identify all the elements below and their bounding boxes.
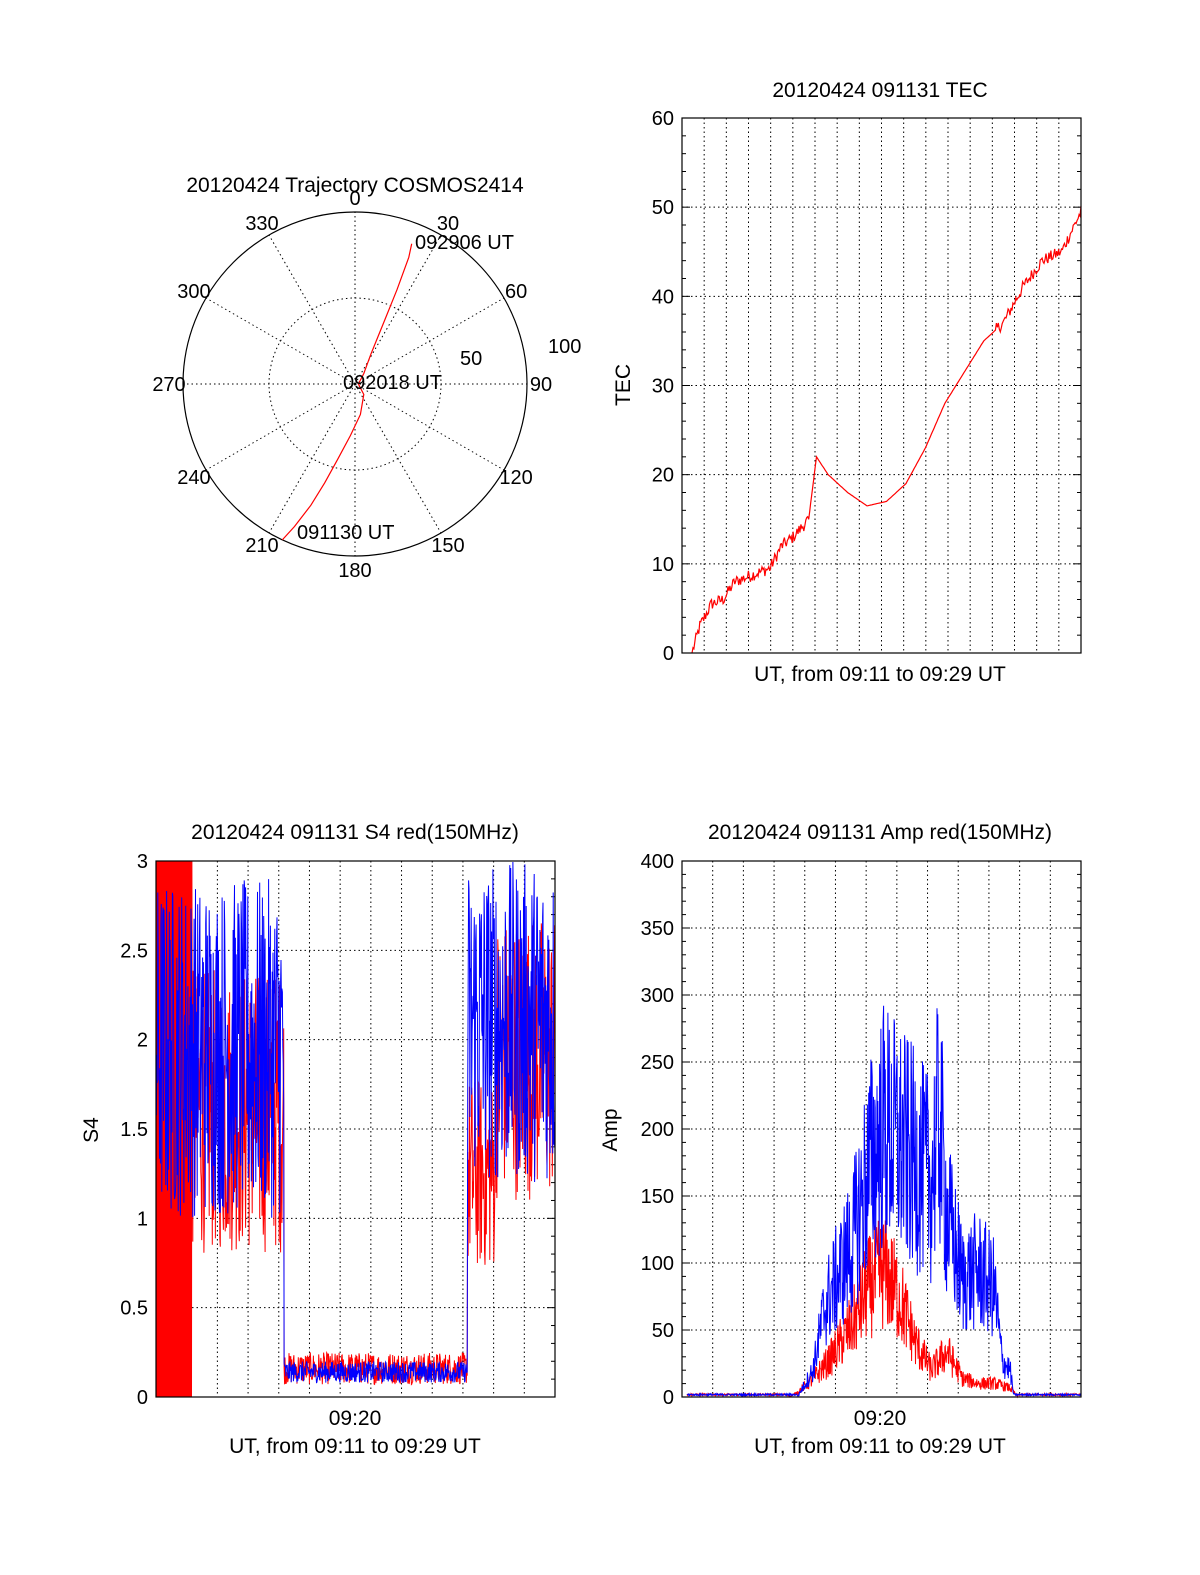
polar-azimuth-label-90: 90 <box>530 374 552 396</box>
polar-azimuth-label-270: 270 <box>152 374 185 396</box>
polar-azimuth-labels: 0 30 60 90 120 150 180 210 240 270 300 330 <box>152 188 552 582</box>
amp-ytick-label-400: 400 <box>641 851 674 873</box>
polar-title: 20120424 Trajectory COSMOS2414 <box>186 174 524 197</box>
amp-ytick-label-200: 200 <box>641 1119 674 1141</box>
trajectory-polar-chart: 20120424 Trajectory COSMOS2414 0 30 60 90 12… <box>152 174 581 582</box>
tec-chart: 20120424 091131 TEC 0 10 20 30 40 50 60 UT, fr… <box>612 79 1082 686</box>
amp-ytick-label-150: 150 <box>641 1186 674 1208</box>
tec-grid <box>682 117 1081 654</box>
amp-ytick-label-0: 0 <box>663 1387 674 1409</box>
s4-chart: 20120424 091131 S4 red(150MHz) 0 0.5 1 1.5 2… <box>80 821 556 1458</box>
polar-spoke-330 <box>268 234 356 385</box>
amp-y-axis-label: Amp <box>599 1108 622 1151</box>
tec-y-axis-label: TEC <box>612 364 635 406</box>
s4-x-tick-label: 09:20 <box>329 1407 382 1430</box>
tec-y-tick-labels: 0 10 20 30 40 50 60 <box>652 108 674 665</box>
polar-trajectory-line <box>281 243 413 541</box>
polar-azimuth-label-180: 180 <box>338 560 371 582</box>
tec-ytick-label-0: 0 <box>663 643 674 665</box>
polar-azimuth-label-120: 120 <box>499 467 532 489</box>
amp-plot-frame <box>681 860 1082 1398</box>
amp-x-tick-label: 09:20 <box>854 1407 907 1430</box>
tec-x-axis-label: UT, from 09:11 to 09:29 UT <box>754 663 1006 686</box>
s4-ytick-label-0.5: 0.5 <box>120 1298 148 1320</box>
polar-spoke-300 <box>205 297 356 385</box>
amp-x-axis-label: UT, from 09:11 to 09:29 UT <box>754 1435 1006 1458</box>
polar-spoke-150 <box>354 383 442 534</box>
polar-azimuth-label-210: 210 <box>245 535 278 557</box>
polar-azimuth-label-30: 30 <box>437 213 459 235</box>
amp-series-line-1 <box>686 1005 1082 1398</box>
s4-series-group <box>155 860 556 1398</box>
tec-ytick-label-20: 20 <box>652 465 674 487</box>
s4-ytick-label-3: 3 <box>137 851 148 873</box>
amp-series-group <box>686 1005 1082 1399</box>
amp-y-tick-labels: 0 50 100 150 200 250 300 350 400 <box>641 851 674 1409</box>
tec-ytick-label-10: 10 <box>652 554 674 576</box>
tec-plot-frame <box>681 117 1082 654</box>
amp-ytick-label-250: 250 <box>641 1052 674 1074</box>
polar-annotation-end: 092906 UT <box>415 232 514 254</box>
amp-ytick-label-300: 300 <box>641 985 674 1007</box>
amp-ytick-label-350: 350 <box>641 918 674 940</box>
amp-ytick-label-50: 50 <box>652 1320 674 1342</box>
polar-spoke-30 <box>354 234 442 385</box>
polar-spoke-210 <box>268 383 356 534</box>
amp-ytick-label-100: 100 <box>641 1253 674 1275</box>
s4-plot-frame <box>155 860 556 1398</box>
s4-ytick-label-2.5: 2.5 <box>120 940 148 962</box>
polar-azimuth-label-240: 240 <box>177 467 210 489</box>
polar-azimuth-label-330: 330 <box>245 213 278 235</box>
s4-x-axis-label: UT, from 09:11 to 09:29 UT <box>229 1435 481 1458</box>
tec-title: 20120424 091131 TEC <box>772 79 987 102</box>
s4-ytick-label-0: 0 <box>137 1387 148 1409</box>
polar-azimuth-label-300: 300 <box>177 281 210 303</box>
polar-azimuth-label-60: 60 <box>505 281 527 303</box>
s4-ytick-label-1: 1 <box>137 1208 148 1230</box>
polar-spoke-240 <box>205 383 356 471</box>
polar-radial-label-50: 50 <box>460 348 482 370</box>
polar-azimuth-label-0: 0 <box>349 188 360 210</box>
s4-y-axis-label: S4 <box>80 1117 103 1143</box>
s4-ytick-label-1.5: 1.5 <box>120 1119 148 1141</box>
amp-title: 20120424 091131 Amp red(150MHz) <box>708 821 1052 844</box>
polar-spokes <box>183 212 527 556</box>
tec-ytick-label-50: 50 <box>652 197 674 219</box>
s4-ytick-label-2: 2 <box>137 1030 148 1052</box>
amp-chart: 20120424 091131 Amp red(150MHz) 0 50 100 15… <box>599 821 1082 1458</box>
polar-spoke-120 <box>354 383 505 471</box>
amp-series-line-0 <box>686 1217 1082 1399</box>
s4-y-tick-labels: 0 0.5 1 1.5 2 2.5 3 <box>120 851 148 1409</box>
tec-ytick-label-40: 40 <box>652 286 674 308</box>
s4-title: 20120424 091131 S4 red(150MHz) <box>191 821 519 844</box>
s4-series-line-1 <box>155 861 556 1384</box>
polar-azimuth-label-150: 150 <box>431 535 464 557</box>
tec-ytick-label-30: 30 <box>652 376 674 398</box>
polar-annotation-mid: 092018 UT <box>343 372 442 394</box>
tec-ytick-label-60: 60 <box>652 108 674 130</box>
tec-series-line <box>691 206 1082 654</box>
polar-spoke-60 <box>354 297 505 385</box>
polar-radial-label-100: 100 <box>548 336 581 358</box>
polar-annotation-start: 091130 UT <box>297 522 394 544</box>
